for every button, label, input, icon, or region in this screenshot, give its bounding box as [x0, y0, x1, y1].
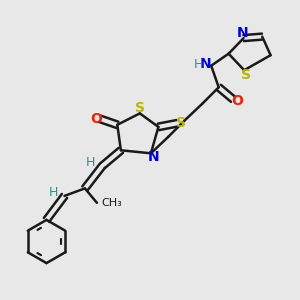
- Text: S: S: [135, 101, 145, 115]
- Text: H: H: [194, 58, 203, 71]
- Text: N: N: [200, 57, 212, 71]
- Text: N: N: [236, 26, 248, 40]
- Text: CH₃: CH₃: [101, 198, 122, 208]
- Text: O: O: [231, 94, 243, 108]
- Text: H: H: [86, 156, 96, 170]
- Text: O: O: [90, 112, 102, 126]
- Text: S: S: [176, 116, 186, 130]
- Text: N: N: [148, 150, 159, 164]
- Text: S: S: [241, 68, 251, 82]
- Text: H: H: [48, 186, 58, 200]
